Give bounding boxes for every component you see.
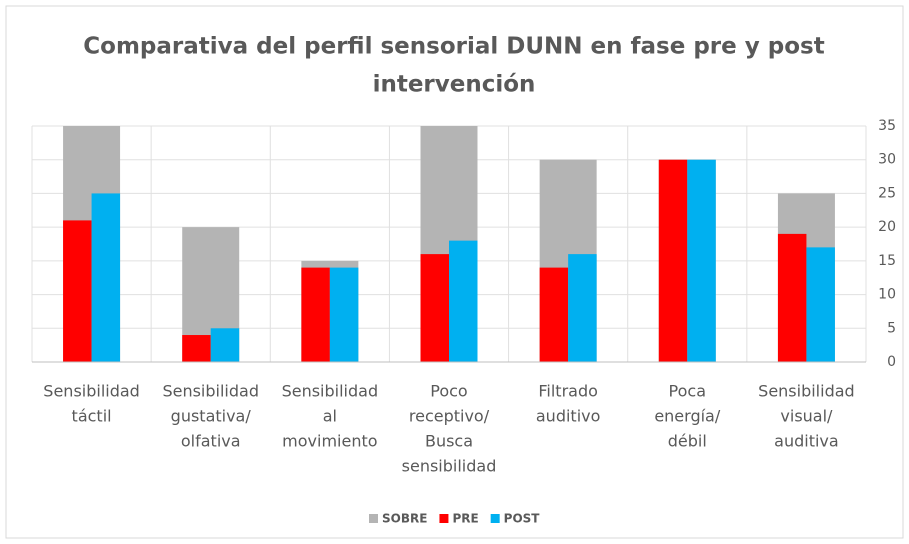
legend-swatch (490, 514, 500, 523)
x-tick-label: Sensibilidad (758, 382, 855, 401)
x-tick-label: gustativa/ (171, 407, 252, 426)
bar (63, 220, 92, 362)
x-tick-label: Poco (430, 382, 467, 401)
y-tick-label: 5 (887, 320, 896, 336)
x-tick-label: energía/ (654, 407, 721, 426)
x-tick-label: Sensibilidad (282, 382, 379, 401)
x-tick-label: sensibilidad (402, 457, 497, 476)
x-tick-label: Filtrado (538, 382, 598, 401)
legend-label: PRE (452, 512, 478, 526)
x-tick-label: Busca (425, 432, 473, 451)
legend-label: SOBRE (382, 512, 427, 526)
bar (658, 159, 688, 362)
legend-swatch (369, 514, 378, 523)
x-tick-label: auditiva (774, 432, 839, 451)
x-tick-label: Poca (669, 382, 706, 401)
bar (449, 240, 478, 362)
x-tick-label: auditivo (536, 407, 601, 426)
y-tick-label: 20 (878, 219, 896, 235)
legend-swatch (439, 514, 449, 523)
x-tick-label: receptivo/ (409, 407, 490, 426)
y-tick-label: 0 (887, 354, 896, 370)
y-tick-label: 10 (878, 287, 896, 303)
bar (777, 233, 807, 362)
bar (301, 267, 330, 362)
bar (687, 159, 716, 362)
x-tick-label: movimiento (282, 432, 377, 451)
bar (539, 267, 569, 362)
x-tick-label: olfativa (181, 432, 241, 451)
bar (210, 328, 240, 362)
y-tick-label: 30 (878, 152, 896, 168)
chart-title: intervención (373, 72, 536, 98)
legend-label: POST (504, 512, 541, 526)
bar (182, 335, 211, 362)
bar (568, 254, 597, 362)
y-tick-label: 15 (878, 253, 896, 269)
y-tick-label: 35 (878, 118, 896, 134)
x-tick-label: débil (668, 432, 707, 451)
y-tick-label: 25 (878, 185, 896, 201)
x-tick-label: al (323, 407, 337, 426)
x-tick-label: táctil (72, 407, 112, 426)
bar (806, 247, 835, 362)
bar (420, 254, 449, 362)
x-tick-label: visual/ (780, 407, 833, 426)
chart-title: Comparativa del perfil sensorial DUNN en… (83, 34, 824, 60)
bar (91, 193, 121, 362)
x-tick-label: Sensibilidad (43, 382, 140, 401)
bar (329, 267, 359, 362)
x-tick-label: Sensibilidad (162, 382, 259, 401)
